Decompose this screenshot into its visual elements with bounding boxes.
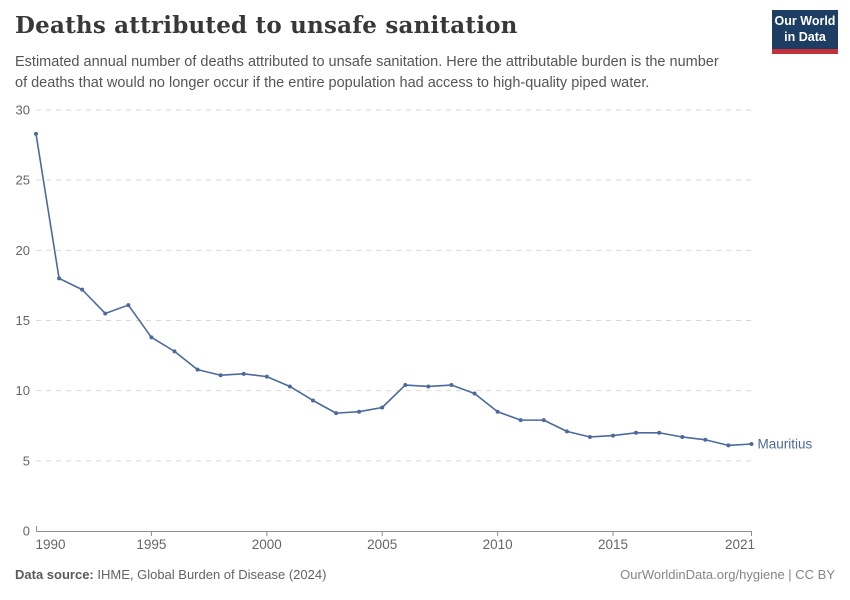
y-tick-label-25: 25 [16,173,30,188]
page-title: Deaths attributed to unsafe sanitation [15,12,518,39]
owid-logo-line2: in Data [784,29,826,44]
data-point-1998[interactable] [218,373,223,378]
data-point-2018[interactable] [680,434,685,439]
data-point-2009[interactable] [472,391,477,396]
data-point-1996[interactable] [172,349,177,354]
x-tick-label-1995: 1995 [136,537,166,552]
data-point-2019[interactable] [703,437,708,442]
data-point-1993[interactable] [103,311,108,316]
data-point-2002[interactable] [310,398,315,403]
data-point-2015[interactable] [611,433,616,438]
x-tick-label-2000: 2000 [252,537,282,552]
data-point-2014[interactable] [587,434,592,439]
data-source-text: IHME, Global Burden of Disease (2024) [93,567,327,582]
data-source-label: Data source: [15,567,94,582]
x-tick-label-1990: 1990 [36,537,66,552]
data-source: Data source: IHME, Global Burden of Dise… [15,567,326,582]
data-point-2007[interactable] [426,384,431,389]
data-point-1991[interactable] [57,276,62,281]
x-tick-label-2021: 2021 [725,537,755,552]
y-tick-label-0: 0 [23,524,30,539]
owid-logo-line1: Our World [774,14,836,28]
data-point-2000[interactable] [264,374,269,379]
y-tick-label-15: 15 [16,313,30,328]
y-tick-label-5: 5 [23,453,30,468]
data-point-2001[interactable] [287,384,292,389]
data-point-2012[interactable] [541,418,546,423]
data-point-1999[interactable] [241,371,246,376]
chart-subtitle-line1: Estimated annual number of deaths attrib… [15,54,719,70]
data-point-2005[interactable] [380,405,385,410]
data-point-2003[interactable] [334,411,339,416]
data-point-2006[interactable] [403,383,408,388]
data-point-2017[interactable] [657,430,662,435]
credit-link[interactable]: OurWorldinData.org/hygiene | CC BY [620,567,835,582]
data-point-2008[interactable] [449,383,454,388]
x-tick-label-2005: 2005 [367,537,397,552]
data-point-2004[interactable] [357,409,362,414]
data-point-1992[interactable] [80,287,85,292]
y-tick-label-30: 30 [16,103,30,118]
data-point-2013[interactable] [564,429,569,434]
data-point-1990[interactable] [34,131,38,136]
chart-subtitle-line2: of deaths that would no longer occur if … [15,75,650,92]
data-point-1995[interactable] [149,335,154,340]
series-line-mauritius [35,133,753,447]
data-point-1997[interactable] [195,367,200,372]
x-tick-label-2010: 2010 [483,537,513,552]
data-point-1994[interactable] [126,303,131,308]
data-point-2016[interactable] [634,430,639,435]
data-point-2021[interactable] [749,441,754,446]
data-point-2010[interactable] [495,409,500,414]
chart-footer: Data source: IHME, Global Burden of Dise… [15,567,835,582]
data-point-2020[interactable] [726,443,731,448]
entity-label[interactable]: Mauritius [758,436,813,451]
y-tick-label-10: 10 [16,383,30,398]
chart-subtitle: Estimated annual number of deaths attrib… [15,52,775,94]
y-tick-label-20: 20 [16,243,30,258]
x-tick-label-2015: 2015 [598,537,628,552]
data-point-2011[interactable] [518,418,523,423]
owid-logo[interactable]: Our World in Data [772,10,838,55]
